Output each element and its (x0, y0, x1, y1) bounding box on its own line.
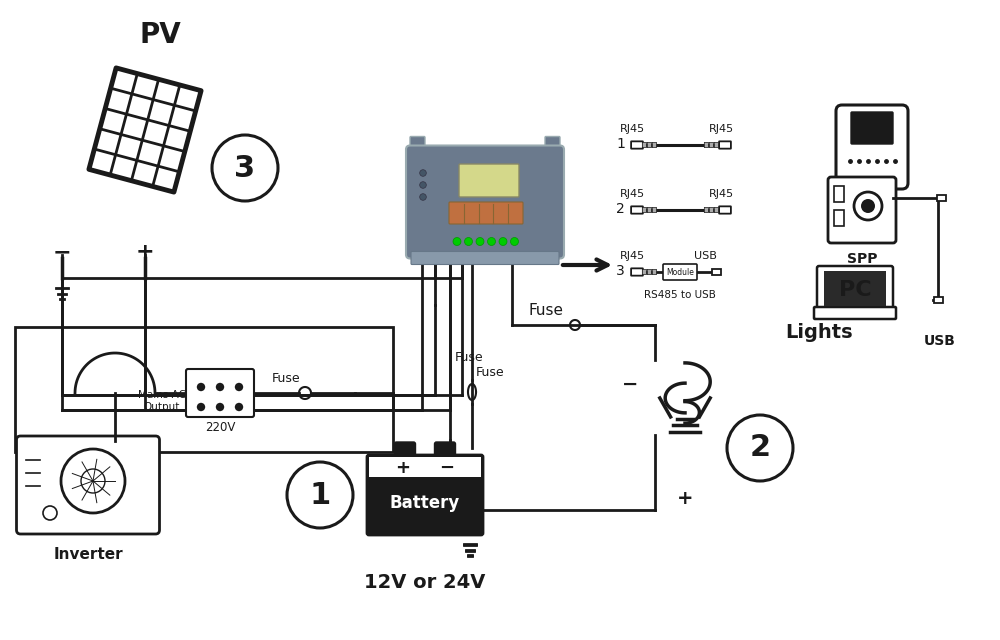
Circle shape (453, 237, 461, 246)
Circle shape (197, 383, 205, 391)
FancyBboxPatch shape (851, 112, 893, 144)
Text: Fuse: Fuse (455, 351, 484, 364)
FancyBboxPatch shape (719, 141, 731, 148)
Text: +: + (396, 459, 411, 477)
FancyBboxPatch shape (406, 145, 564, 259)
Text: 3: 3 (234, 154, 256, 182)
Circle shape (511, 237, 518, 246)
Text: Fuse: Fuse (528, 303, 563, 318)
FancyBboxPatch shape (647, 207, 652, 212)
FancyBboxPatch shape (642, 207, 646, 212)
FancyBboxPatch shape (642, 269, 646, 275)
FancyBboxPatch shape (631, 268, 643, 276)
Text: 1: 1 (616, 137, 625, 151)
FancyBboxPatch shape (817, 266, 893, 312)
FancyBboxPatch shape (652, 207, 656, 212)
Text: +: + (136, 242, 154, 262)
Text: 220V: 220V (205, 421, 235, 434)
FancyBboxPatch shape (652, 142, 656, 148)
Circle shape (420, 170, 426, 176)
Text: RJ45: RJ45 (709, 124, 734, 134)
Bar (712, 269, 720, 275)
Circle shape (420, 182, 426, 188)
FancyBboxPatch shape (186, 369, 254, 417)
Bar (824, 271, 886, 306)
FancyBboxPatch shape (449, 202, 523, 224)
FancyBboxPatch shape (459, 164, 519, 197)
FancyBboxPatch shape (814, 307, 896, 319)
Text: RJ45: RJ45 (620, 251, 645, 261)
Circle shape (487, 237, 495, 246)
Text: −: − (439, 459, 455, 477)
FancyBboxPatch shape (714, 142, 718, 148)
Circle shape (420, 194, 426, 200)
FancyBboxPatch shape (545, 136, 560, 152)
FancyBboxPatch shape (828, 177, 896, 243)
Text: +: + (677, 488, 693, 508)
FancyBboxPatch shape (631, 141, 643, 148)
Text: −: − (622, 374, 638, 394)
Text: −: − (53, 242, 71, 262)
FancyBboxPatch shape (719, 206, 731, 214)
Text: USB: USB (694, 251, 717, 261)
FancyBboxPatch shape (367, 455, 483, 535)
Text: Battery: Battery (390, 494, 460, 512)
FancyBboxPatch shape (642, 142, 646, 148)
FancyBboxPatch shape (714, 207, 718, 212)
FancyBboxPatch shape (16, 436, 160, 534)
Text: Fuse: Fuse (272, 371, 301, 385)
Text: RJ45: RJ45 (620, 189, 645, 199)
Text: 2: 2 (616, 202, 625, 216)
Circle shape (499, 237, 507, 246)
Text: RJ45: RJ45 (709, 189, 734, 199)
FancyBboxPatch shape (704, 142, 708, 148)
FancyBboxPatch shape (631, 206, 643, 214)
FancyBboxPatch shape (411, 252, 559, 264)
Text: PC: PC (839, 280, 871, 300)
Text: 2: 2 (749, 433, 771, 463)
Text: RS485 to USB: RS485 to USB (644, 290, 716, 300)
FancyBboxPatch shape (647, 142, 652, 148)
Text: SPP: SPP (847, 252, 877, 266)
Text: USB: USB (924, 334, 956, 348)
Bar (369, 457, 481, 477)
Circle shape (197, 403, 205, 412)
FancyBboxPatch shape (435, 442, 456, 461)
FancyBboxPatch shape (647, 269, 652, 275)
Circle shape (235, 383, 243, 391)
Circle shape (216, 403, 224, 412)
FancyBboxPatch shape (709, 142, 714, 148)
Bar (834, 186, 844, 202)
Bar (834, 210, 844, 226)
Circle shape (464, 237, 473, 246)
FancyBboxPatch shape (709, 207, 714, 212)
FancyBboxPatch shape (836, 105, 908, 189)
Text: 12V or 24V: 12V or 24V (364, 573, 486, 592)
Circle shape (235, 403, 243, 412)
FancyBboxPatch shape (410, 136, 425, 152)
FancyBboxPatch shape (663, 264, 697, 280)
FancyBboxPatch shape (704, 207, 708, 212)
Text: Mains AC
Output: Mains AC Output (138, 390, 186, 412)
Circle shape (861, 199, 875, 213)
Text: Module: Module (666, 268, 694, 276)
Circle shape (216, 383, 224, 391)
Text: RJ45: RJ45 (620, 124, 645, 134)
Text: 3: 3 (616, 264, 625, 278)
FancyBboxPatch shape (394, 442, 416, 461)
Text: Lights: Lights (785, 323, 853, 342)
Text: PV: PV (139, 21, 181, 49)
Text: 1: 1 (309, 481, 331, 509)
FancyBboxPatch shape (652, 269, 656, 275)
Circle shape (476, 237, 484, 246)
Bar (936, 195, 946, 201)
Bar (934, 297, 943, 303)
Text: Inverter: Inverter (53, 547, 123, 562)
Bar (15, 327, 393, 452)
Text: MT: MT (860, 195, 884, 209)
Text: Fuse: Fuse (476, 365, 505, 378)
